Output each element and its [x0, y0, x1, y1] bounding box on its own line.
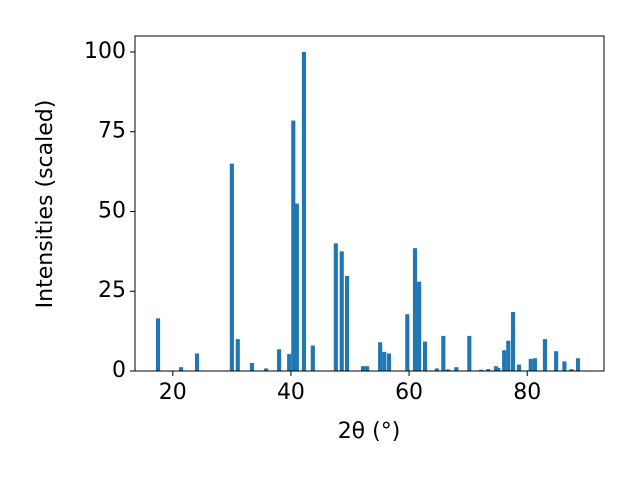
bar [562, 361, 567, 371]
bar [454, 367, 459, 371]
bar [542, 339, 547, 371]
bar [155, 318, 161, 371]
y-tick-label: 100 [84, 39, 126, 64]
bar [235, 339, 240, 371]
bar [264, 368, 269, 371]
y-tick-label: 50 [98, 198, 126, 223]
x-tick-label: 40 [277, 380, 305, 405]
bar [310, 345, 315, 371]
bar [365, 366, 370, 371]
x-tick-label: 80 [513, 380, 541, 405]
bar [510, 311, 516, 371]
bar [528, 358, 533, 371]
bar [422, 341, 428, 371]
bar [179, 367, 184, 371]
bar [412, 248, 418, 371]
bar [467, 335, 472, 371]
bar [333, 243, 338, 371]
x-tick-label: 20 [159, 380, 187, 405]
bar [194, 353, 200, 371]
bar [516, 364, 522, 371]
bar [493, 366, 498, 371]
bar [479, 369, 484, 371]
x-tick-label: 60 [395, 380, 423, 405]
bar [506, 340, 511, 371]
y-axis-label: Intensities (scaled) [33, 100, 58, 309]
bar [386, 353, 392, 371]
bar [287, 354, 292, 371]
bar [434, 368, 439, 371]
bar [360, 366, 366, 371]
bar [229, 163, 234, 371]
bar [575, 358, 581, 371]
y-tick-label: 25 [98, 278, 126, 303]
bar [378, 342, 383, 371]
bar [502, 350, 507, 371]
y-tick-label: 0 [112, 358, 126, 383]
y-tick-label: 75 [98, 119, 126, 144]
bar [569, 369, 574, 371]
bar [417, 281, 422, 371]
x-axis-label: 2θ (°) [338, 419, 401, 444]
bar [249, 363, 255, 371]
bar [486, 369, 491, 371]
bar [532, 358, 537, 371]
bar [405, 314, 410, 371]
bar [382, 351, 387, 371]
bar [554, 351, 559, 371]
bar [496, 367, 501, 371]
bar [339, 251, 344, 371]
bar [445, 369, 451, 371]
bar [291, 120, 296, 371]
bar [277, 349, 282, 371]
bar [294, 203, 299, 371]
bar [441, 335, 446, 371]
bar [344, 275, 350, 371]
plot-frame [134, 35, 605, 372]
bar [301, 51, 307, 371]
